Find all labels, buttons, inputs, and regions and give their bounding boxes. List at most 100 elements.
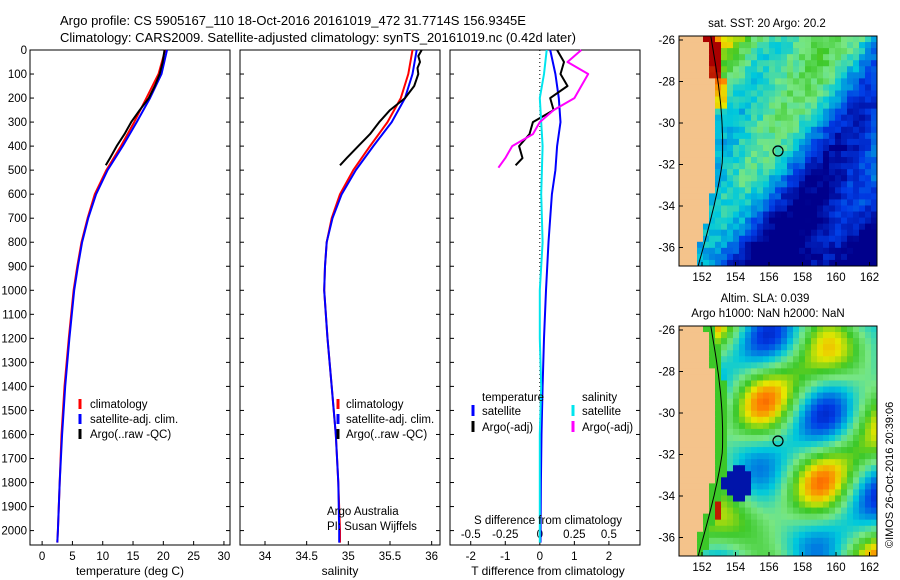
sst-map-cell bbox=[817, 205, 824, 213]
sla-map-cell bbox=[823, 489, 830, 496]
sst-map-cell bbox=[853, 84, 860, 91]
sst-map-cell bbox=[769, 211, 776, 219]
sla-map-cell bbox=[829, 477, 836, 484]
sla-map-cell bbox=[841, 404, 848, 412]
sla-map-cell bbox=[865, 410, 872, 418]
sla-map-cell bbox=[859, 447, 866, 454]
sla-map-cell bbox=[865, 374, 872, 381]
sst-map-cell bbox=[733, 72, 740, 79]
sla-map-cell bbox=[859, 428, 866, 436]
sla-map-cell bbox=[835, 537, 842, 545]
sla-map-cell bbox=[727, 495, 734, 503]
sla-map-cell bbox=[769, 441, 776, 448]
sst-map-cell bbox=[727, 96, 734, 104]
sla-map-cell bbox=[841, 537, 848, 545]
sla-map-cell bbox=[775, 350, 782, 357]
sst-map-cell bbox=[829, 114, 836, 122]
sst-map-cell bbox=[835, 211, 842, 219]
sst-map-cell bbox=[823, 235, 830, 243]
sla-map-cell bbox=[775, 441, 782, 448]
sst-map-cell bbox=[841, 181, 848, 188]
sst-map-cell bbox=[811, 108, 818, 116]
sla-map-frame bbox=[678, 325, 878, 557]
sst-map-cell bbox=[685, 144, 692, 152]
sla-map-cell bbox=[691, 410, 698, 418]
sla-map-cell bbox=[787, 477, 794, 484]
sla-map-cell bbox=[679, 441, 686, 448]
sla-map-cell bbox=[703, 483, 710, 490]
diff-legend-s-argo: Argo(-adj) bbox=[582, 422, 633, 434]
sst-map-cell bbox=[757, 193, 764, 200]
sla-map-cell bbox=[691, 471, 698, 478]
sst-map-cell bbox=[787, 144, 794, 152]
sla-map-cell bbox=[763, 416, 770, 424]
sst-map-cell bbox=[685, 102, 692, 110]
sla-map-cell bbox=[847, 392, 854, 400]
sst-map-cell bbox=[865, 199, 872, 206]
sla-map-cell bbox=[835, 326, 842, 333]
sla-map-cell bbox=[787, 362, 794, 369]
sla-lon-label: 158 bbox=[793, 562, 812, 574]
sla-map-cell bbox=[685, 362, 692, 369]
sla-map-cell bbox=[751, 501, 758, 509]
sla-map-cell bbox=[775, 356, 782, 363]
sla-map-cell bbox=[763, 507, 770, 515]
sst-map-cell bbox=[769, 247, 776, 255]
sla-map-cell bbox=[739, 338, 746, 345]
sst-map-cell bbox=[835, 193, 842, 200]
sla-map-cell bbox=[727, 398, 734, 406]
sla-map-cell bbox=[781, 471, 788, 478]
sst-map-cell bbox=[853, 241, 860, 249]
sla-map-cell bbox=[841, 549, 848, 557]
sst-map-cell bbox=[865, 108, 872, 116]
sla-map-cell bbox=[775, 386, 782, 394]
sst-map-cell bbox=[799, 241, 806, 249]
sla-map-cell bbox=[721, 537, 728, 545]
sst-map-cell bbox=[745, 199, 752, 206]
sst-map-cell bbox=[703, 247, 710, 255]
sst-map-cell bbox=[709, 126, 716, 134]
sst-map-cell bbox=[757, 235, 764, 243]
sst-map-cell bbox=[811, 120, 818, 128]
sla-map-cell bbox=[685, 501, 692, 509]
sst-map-cell bbox=[739, 66, 746, 73]
sst-map-cell bbox=[727, 66, 734, 73]
sla-map-cell bbox=[775, 465, 782, 472]
sla-map-cell bbox=[709, 356, 716, 363]
sst-map-cell bbox=[745, 96, 752, 104]
sla-map-cell bbox=[823, 380, 830, 388]
sla-map-cell bbox=[745, 398, 752, 406]
sla-map-cell bbox=[775, 374, 782, 381]
sla-map-cell bbox=[775, 519, 782, 527]
sla-map-cell bbox=[727, 386, 734, 394]
sla-map-cell bbox=[727, 332, 734, 339]
sst-map-cell bbox=[793, 36, 800, 43]
sla-map-cell bbox=[793, 386, 800, 394]
sst-map-cell bbox=[817, 126, 824, 134]
sla-map-cell bbox=[703, 453, 710, 460]
sst-map-cell bbox=[865, 151, 872, 158]
sst-map-cell bbox=[697, 235, 704, 243]
sst-map-cell bbox=[811, 66, 818, 73]
sla-map-cell bbox=[703, 465, 710, 472]
sla-map-cell bbox=[787, 519, 794, 527]
sla-map-cell bbox=[763, 374, 770, 381]
sla-map-cell bbox=[859, 350, 866, 357]
sla-map-cell bbox=[865, 416, 872, 424]
sst-map-cell bbox=[823, 205, 830, 213]
sla-map-cell bbox=[709, 447, 716, 454]
sst-map-cell bbox=[679, 90, 686, 98]
sst-map-cell bbox=[727, 199, 734, 206]
sst-map-cell bbox=[799, 144, 806, 152]
sst-map-cell bbox=[829, 223, 836, 231]
sst-map-cell bbox=[835, 144, 842, 152]
sla-map-cell bbox=[865, 386, 872, 394]
sst-map-cell bbox=[829, 151, 836, 158]
sst-map-cell bbox=[793, 90, 800, 98]
annotation-argo-australia: Argo Australia bbox=[327, 506, 399, 518]
sla-map-cell bbox=[853, 338, 860, 345]
sla-map-cell bbox=[871, 332, 878, 339]
sst-map-cell bbox=[859, 181, 866, 188]
sla-map-cell bbox=[679, 398, 686, 406]
